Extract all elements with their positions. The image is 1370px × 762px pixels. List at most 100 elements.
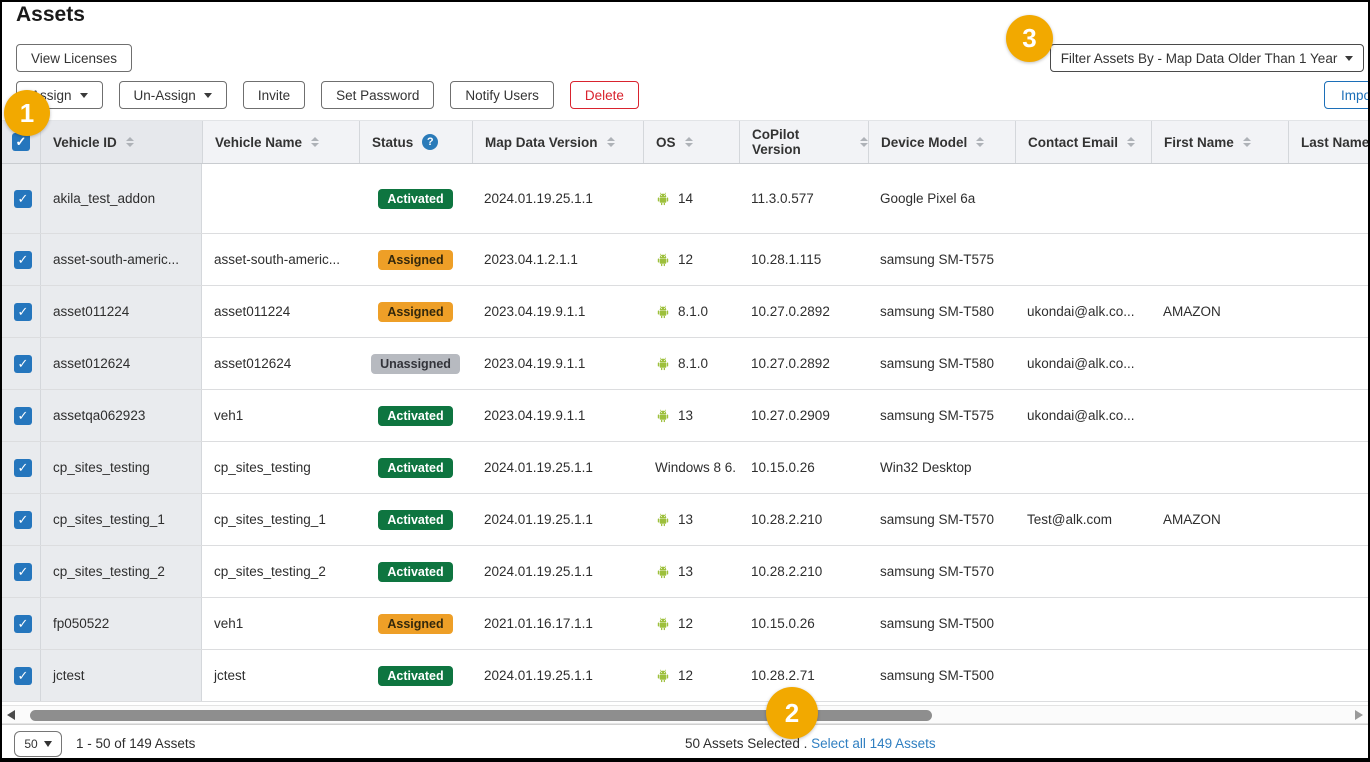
vehicle-id-cell: cp_sites_testing (40, 442, 202, 493)
sort-icon[interactable] (125, 137, 134, 147)
map-data-version-cell: 2023.04.19.9.1.1 (484, 356, 586, 371)
device-model-cell: Google Pixel 6a (880, 191, 976, 206)
row-checkbox[interactable]: ✓ (14, 354, 32, 373)
table-row: ✓ asset012624 asset012624 Unassigned 202… (2, 338, 1368, 390)
map-data-version-cell: 2024.01.19.25.1.1 (484, 564, 593, 579)
column-header-vehicle-name[interactable]: Vehicle Name (202, 121, 359, 163)
column-header-last-name[interactable]: Last Name (1288, 121, 1368, 163)
vehicle-name-cell: jctest (214, 668, 246, 683)
contact-email-cell (1015, 442, 1151, 493)
chevron-down-icon (1345, 55, 1354, 61)
row-checkbox[interactable]: ✓ (14, 562, 32, 581)
row-checkbox-cell: ✓ (2, 598, 40, 649)
sort-icon[interactable] (606, 137, 615, 147)
import-button[interactable]: Import (1324, 81, 1368, 109)
view-licenses-button[interactable]: View Licenses (16, 44, 133, 72)
os-cell: 8.1.0 (643, 338, 739, 389)
status-cell: Assigned (359, 286, 472, 337)
sort-icon[interactable] (684, 137, 693, 147)
status-help-icon[interactable]: ? (422, 134, 439, 150)
copilot-version-cell: 10.15.0.26 (751, 460, 815, 475)
horizontal-scrollbar[interactable] (2, 705, 1368, 724)
os-cell: Windows 8 6. (643, 442, 739, 493)
row-checkbox[interactable]: ✓ (14, 250, 32, 269)
column-header-vehicle-id[interactable]: Vehicle ID (40, 121, 202, 163)
page-size-value: 50 (24, 737, 38, 751)
os-cell: 12 (643, 598, 739, 649)
table-row: ✓ jctest jctest Activated 2024.01.19.25.… (2, 650, 1368, 702)
table-body: ✓ akila_test_addon Activated 2024.01.19.… (2, 164, 1368, 702)
map-data-version-cell: 2023.04.19.9.1.1 (484, 408, 586, 423)
row-checkbox-cell: ✓ (2, 286, 40, 337)
status-cell: Assigned (359, 598, 472, 649)
row-checkbox[interactable]: ✓ (14, 510, 32, 529)
delete-button[interactable]: Delete (569, 81, 639, 109)
status-cell: Activated (359, 494, 472, 545)
column-header-status[interactable]: Status? (359, 121, 472, 163)
row-checkbox[interactable]: ✓ (14, 458, 32, 477)
os-version-text: Windows 8 6. (655, 460, 737, 475)
row-checkbox[interactable]: ✓ (14, 614, 32, 633)
row-checkbox[interactable]: ✓ (14, 666, 32, 685)
page-size-select[interactable]: 50 (14, 731, 62, 757)
sort-icon[interactable] (1242, 137, 1251, 147)
row-checkbox[interactable]: ✓ (14, 302, 32, 321)
contact-email-cell (1015, 234, 1151, 285)
copilot-version-cell: 10.28.2.210 (751, 564, 823, 579)
select-all-checkbox[interactable]: ✓ (12, 133, 30, 151)
scroll-right-arrow-icon[interactable] (1355, 710, 1363, 720)
os-version-text: 12 (678, 252, 694, 267)
set-password-button[interactable]: Set Password (321, 81, 435, 109)
row-checkbox-cell: ✓ (2, 650, 40, 701)
android-icon (657, 669, 669, 682)
sort-icon[interactable] (976, 137, 985, 147)
vehicle-name-cell: asset011224 (214, 304, 291, 319)
column-header-copilot-version[interactable]: CoPilot Version (739, 121, 868, 163)
os-cell: 13 (643, 546, 739, 597)
sort-icon[interactable] (311, 137, 320, 147)
copilot-version-cell: 10.28.2.71 (751, 668, 815, 683)
status-badge: Assigned (378, 301, 453, 322)
scroll-left-arrow-icon[interactable] (7, 710, 15, 720)
os-version-text: 13 (678, 512, 694, 527)
invite-button[interactable]: Invite (242, 81, 306, 109)
column-header-os[interactable]: OS (643, 121, 739, 163)
assets-table: ✓ Vehicle ID Vehicle Name Status? Map Data … (2, 120, 1368, 702)
row-checkbox[interactable]: ✓ (14, 406, 32, 425)
column-header-device-model[interactable]: Device Model (868, 121, 1015, 163)
page-title: Assets (16, 3, 85, 26)
vehicle-id-cell: asset-south-americ... (40, 234, 202, 285)
filter-assets-button[interactable]: Filter Assets By - Map Data Older Than 1… (1050, 44, 1364, 72)
status-badge: Assigned (378, 613, 453, 634)
os-version-text: 13 (678, 408, 694, 423)
device-model-cell: samsung SM-T570 (880, 512, 995, 527)
column-header-first-name[interactable]: First Name (1151, 121, 1288, 163)
unassign-button[interactable]: Un-Assign (118, 81, 227, 109)
horizontal-scrollbar-thumb[interactable] (30, 710, 932, 721)
status-cell: Activated (359, 164, 472, 233)
status-badge: Activated (378, 665, 453, 686)
map-data-version-cell: 2024.01.19.25.1.1 (484, 668, 593, 683)
table-row: ✓ cp_sites_testing cp_sites_testing Acti… (2, 442, 1368, 494)
os-cell: 8.1.0 (643, 286, 739, 337)
callout-badge-3: 3 (1006, 15, 1053, 62)
row-checkbox-cell: ✓ (2, 338, 40, 389)
vehicle-name-cell: veh1 (214, 408, 244, 423)
row-checkbox-cell: ✓ (2, 164, 40, 233)
row-checkbox-cell: ✓ (2, 494, 40, 545)
column-header-label: Vehicle Name (215, 134, 303, 150)
select-all-assets-link[interactable]: Select all 149 Assets (811, 736, 936, 751)
sort-icon[interactable] (860, 137, 868, 147)
status-badge: Activated (378, 509, 453, 530)
row-checkbox[interactable]: ✓ (14, 189, 32, 208)
notify-users-button[interactable]: Notify Users (450, 81, 554, 109)
row-checkbox-cell: ✓ (2, 234, 40, 285)
vehicle-name-cell (202, 164, 359, 233)
contact-email-cell (1015, 546, 1151, 597)
column-header-map-data-version[interactable]: Map Data Version (472, 121, 643, 163)
column-header-contact-email[interactable]: Contact Email (1015, 121, 1151, 163)
sort-icon[interactable] (1127, 137, 1136, 147)
map-data-version-cell: 2024.01.19.25.1.1 (484, 460, 593, 475)
status-badge: Activated (378, 457, 453, 478)
last-name-cell (1288, 650, 1368, 701)
